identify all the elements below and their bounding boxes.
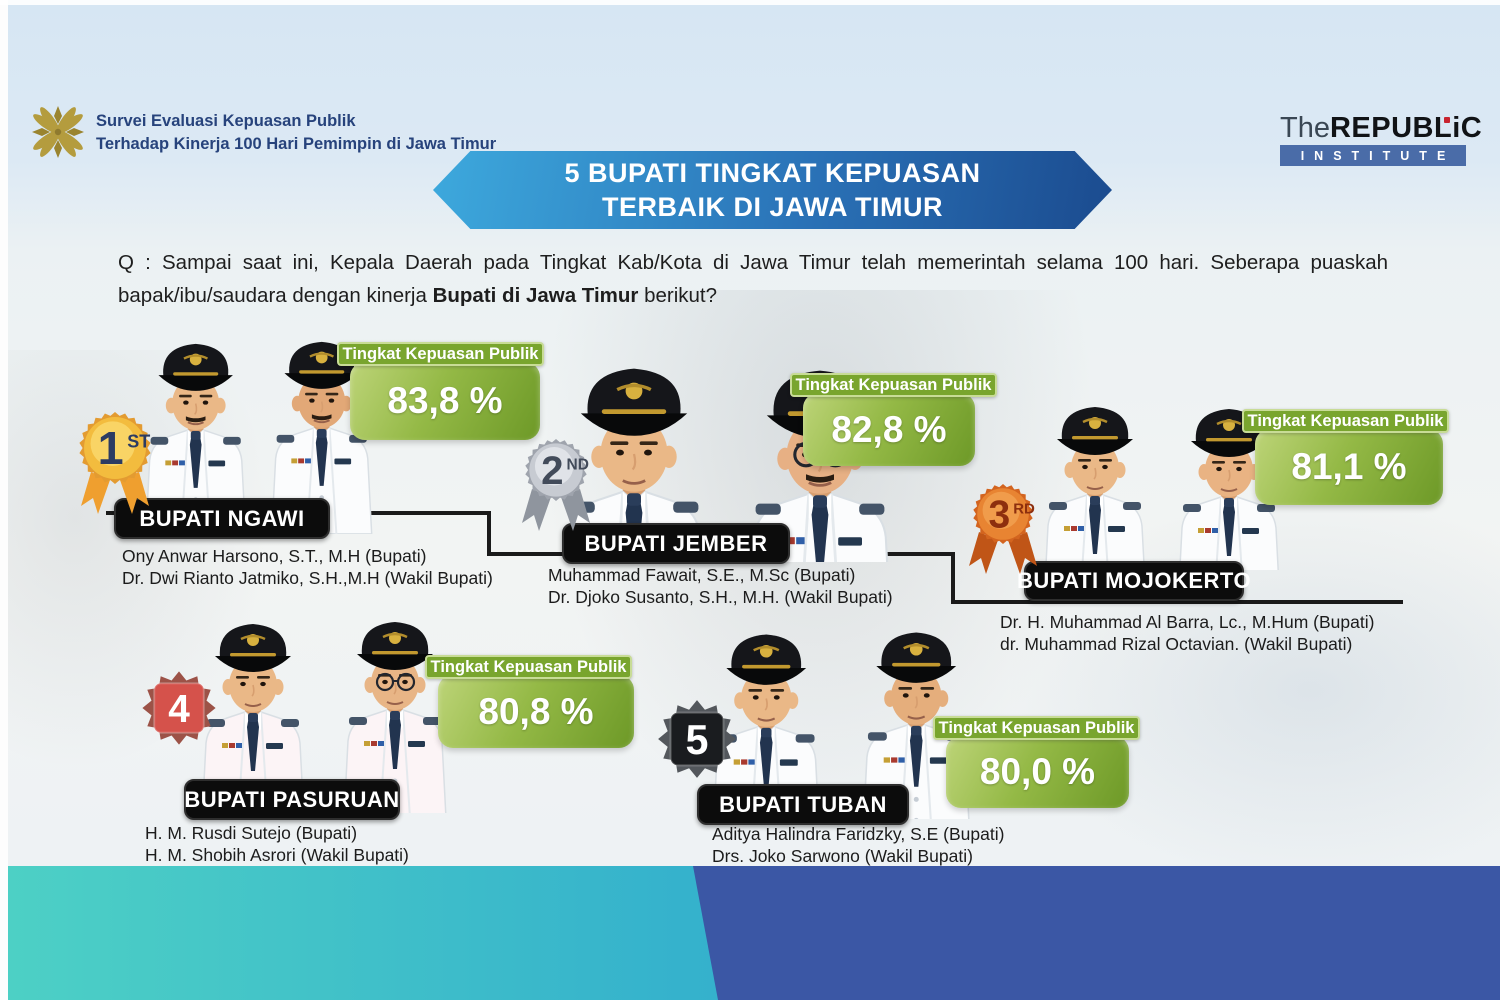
officials-names: Muhammad Fawait, S.E., M.Sc (Bupati) Dr.… — [548, 565, 893, 608]
satisfaction-badge: Tingkat Kepuasan Publik 83,8 % — [337, 342, 544, 440]
question-suffix: berikut? — [638, 284, 718, 307]
rank-5-medal-icon: 5 — [658, 700, 736, 778]
svg-text:ST: ST — [127, 431, 150, 451]
institute-logo-red-dot — [1444, 117, 1450, 123]
wakil-name: dr. Muhammad Rizal Octavian. (Wakil Bupa… — [1000, 633, 1353, 654]
officials-photo — [1044, 407, 1279, 570]
officials-names: Ony Anwar Harsono, S.T., M.H (Bupati) Dr… — [122, 546, 493, 589]
officials-names: Dr. H. Muhammad Al Barra, Lc., M.Hum (Bu… — [1000, 612, 1374, 655]
survey-title-line2: Terhadap Kinerja 100 Hari Pemimpin di Ja… — [96, 135, 497, 153]
region-label: BUPATI TUBAN — [697, 784, 909, 825]
survey-title-line1: Survei Evaluasi Kepuasan Publik — [96, 112, 356, 130]
satisfaction-badge: Tingkat Kepuasan Publik 81,1 % — [1242, 409, 1449, 505]
rank-2-medal-icon: 2 ND — [522, 439, 590, 531]
rank-1-medal-icon: 1 ST — [79, 412, 151, 514]
institute-logo-the: The — [1280, 112, 1330, 144]
region-label: BUPATI MOJOKERTO — [1017, 561, 1251, 601]
survey-title: Survei Evaluasi Kepuasan Publik Terhadap… — [96, 110, 496, 156]
satisfaction-score: 82,8 % — [803, 393, 975, 466]
svg-text:1: 1 — [98, 422, 124, 474]
top-edge-strip — [0, 0, 1500, 5]
svg-text:ND: ND — [567, 456, 589, 473]
officials-names: H. M. Rusdi Sutejo (Bupati) H. M. Shobih… — [145, 823, 409, 866]
satisfaction-score: 80,0 % — [946, 736, 1129, 808]
institute-logo-wordmark: TheREPUBLiC — [1280, 112, 1482, 144]
survey-ornament-icon — [32, 106, 84, 158]
question-bold: Bupati di Jawa Timur — [432, 284, 639, 307]
left-edge-strip — [0, 0, 8, 1000]
rank-4-medal-icon: 4 — [142, 671, 216, 745]
satisfaction-badge-title: Tingkat Kepuasan Publik — [933, 716, 1140, 740]
svg-text:RD: RD — [1013, 500, 1035, 517]
rank-3-medal-icon: 3 RD — [969, 484, 1037, 574]
satisfaction-badge-title: Tingkat Kepuasan Publik — [425, 655, 632, 679]
bupati-name: Aditya Halindra Faridzky, S.E (Bupati) — [712, 824, 1005, 844]
title-banner-line2: TERBAIK DI JAWA TIMUR — [602, 192, 943, 222]
bottom-band-blue — [693, 866, 1500, 1000]
satisfaction-badge-title: Tingkat Kepuasan Publik — [1242, 409, 1449, 433]
bupati-name: Ony Anwar Harsono, S.T., M.H (Bupati) — [122, 546, 427, 566]
wakil-name: H. M. Shobih Asrori (Wakil Bupati) — [145, 844, 409, 865]
bupati-name: Muhammad Fawait, S.E., M.Sc (Bupati) — [548, 565, 856, 585]
survey-question: Q : Sampai saat ini, Kepala Daerah pada … — [118, 246, 1388, 312]
region-label: BUPATI JEMBER — [562, 523, 790, 564]
title-banner: 5 BUPATI TINGKAT KEPUASAN TERBAIK DI JAW… — [433, 151, 1112, 229]
institute-logo: TheREPUBLiC INSTITUTE — [1280, 112, 1482, 166]
satisfaction-badge: Tingkat Kepuasan Publik 80,0 % — [933, 716, 1140, 808]
satisfaction-score: 83,8 % — [350, 362, 540, 440]
wakil-name: Dr. Dwi Rianto Jatmiko, S.H.,M.H (Wakil … — [122, 567, 493, 588]
wakil-name: Dr. Djoko Susanto, S.H., M.H. (Wakil Bup… — [548, 586, 893, 607]
wakil-name: Drs. Joko Sarwono (Wakil Bupati) — [712, 845, 973, 866]
region-label: BUPATI NGAWI — [114, 498, 330, 539]
svg-text:5: 5 — [686, 717, 709, 763]
svg-text:2: 2 — [541, 448, 563, 493]
satisfaction-badge: Tingkat Kepuasan Publik 80,8 % — [425, 655, 634, 748]
satisfaction-badge-title: Tingkat Kepuasan Publik — [790, 373, 997, 397]
satisfaction-badge-title: Tingkat Kepuasan Publik — [337, 342, 544, 366]
connector-line — [487, 511, 491, 556]
satisfaction-badge: Tingkat Kepuasan Publik 82,8 % — [790, 373, 997, 466]
title-banner-line1: 5 BUPATI TINGKAT KEPUASAN — [564, 158, 981, 188]
bupati-name: H. M. Rusdi Sutejo (Bupati) — [145, 823, 358, 843]
svg-text:3: 3 — [989, 494, 1011, 537]
region-label: BUPATI PASURUAN — [184, 779, 400, 820]
institute-logo-main: REPUBLiC — [1329, 112, 1483, 144]
svg-text:4: 4 — [168, 688, 190, 731]
connector-line — [951, 600, 1403, 604]
bupati-name: Dr. H. Muhammad Al Barra, Lc., M.Hum (Bu… — [1000, 612, 1375, 632]
connector-line — [951, 552, 955, 604]
institute-logo-subtitle: INSTITUTE — [1280, 145, 1466, 166]
question-prefix: Q : Sampai saat ini, Kepala Daerah pada … — [118, 251, 1388, 307]
satisfaction-score: 81,1 % — [1255, 429, 1443, 505]
officials-names: Aditya Halindra Faridzky, S.E (Bupati) D… — [712, 824, 1004, 867]
satisfaction-score: 80,8 % — [438, 675, 634, 748]
